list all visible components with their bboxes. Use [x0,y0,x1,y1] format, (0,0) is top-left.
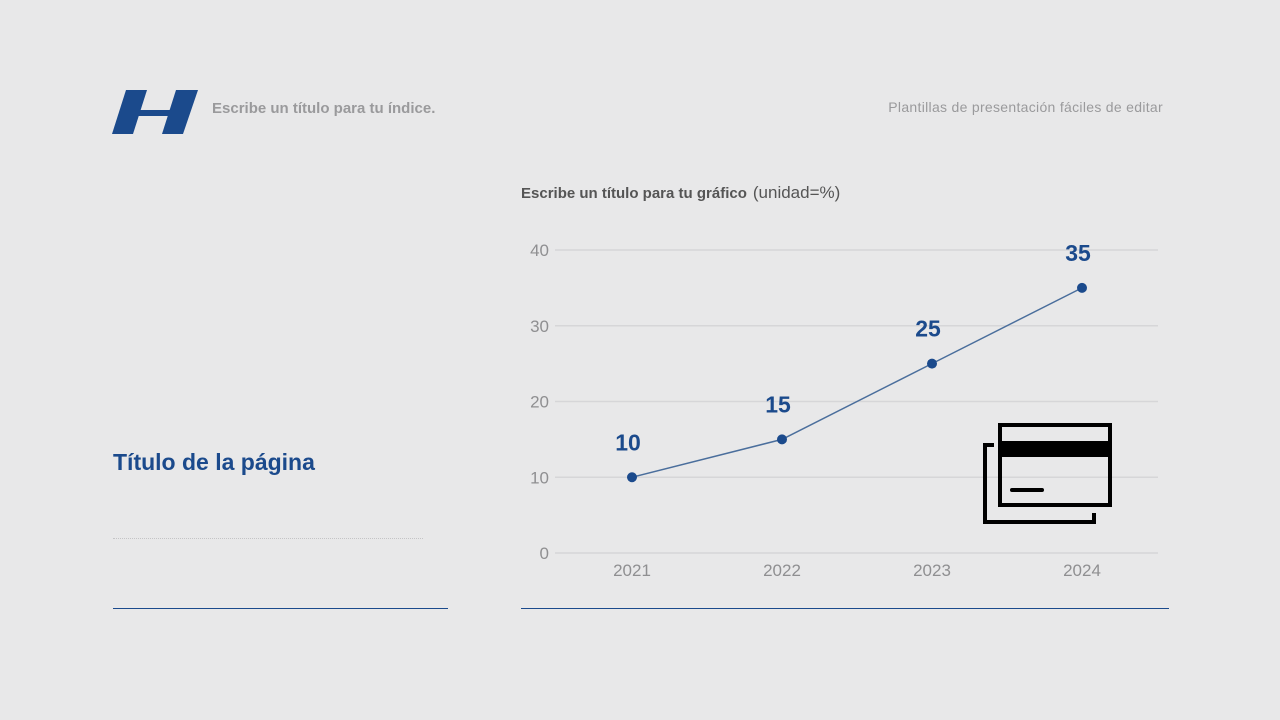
data-point [927,358,937,369]
x-tick-label: 2021 [613,561,651,580]
body-text-placeholder [113,538,423,541]
series-line [631,287,1083,478]
y-tick-label: 30 [530,317,549,336]
data-label: 10 [615,429,641,455]
data-label: 25 [915,316,941,342]
page-title: Título de la página [113,449,315,475]
data-point [1077,282,1087,293]
x-tick-label: 2024 [1063,561,1101,580]
y-tick-label: 20 [530,393,549,412]
y-tick-label: 0 [540,544,549,563]
left-divider [113,608,448,609]
chart-unit: (unidad=%) [752,183,841,202]
data-label: 35 [1065,240,1091,266]
logo [112,90,198,134]
logo-crossbar [136,110,184,116]
y-tick-label: 40 [530,241,549,260]
tagline: Plantillas de presentación fáciles de ed… [888,99,1163,115]
data-label: 15 [765,391,791,417]
logo-left-bar [112,90,147,134]
chart-title-text: Escribe un título para tu gráfico [521,185,747,202]
right-divider [521,608,1169,609]
data-point [627,472,637,483]
chart-title: Escribe un título para tu gráfico (unidad… [521,183,840,203]
x-tick-label: 2022 [763,561,801,580]
credit-card-icon [983,423,1112,524]
data-point [777,434,787,445]
x-tick-label: 2023 [913,561,951,580]
y-tick-label: 10 [530,468,549,487]
index-title: Escribe un título para tu índice. [212,100,436,117]
